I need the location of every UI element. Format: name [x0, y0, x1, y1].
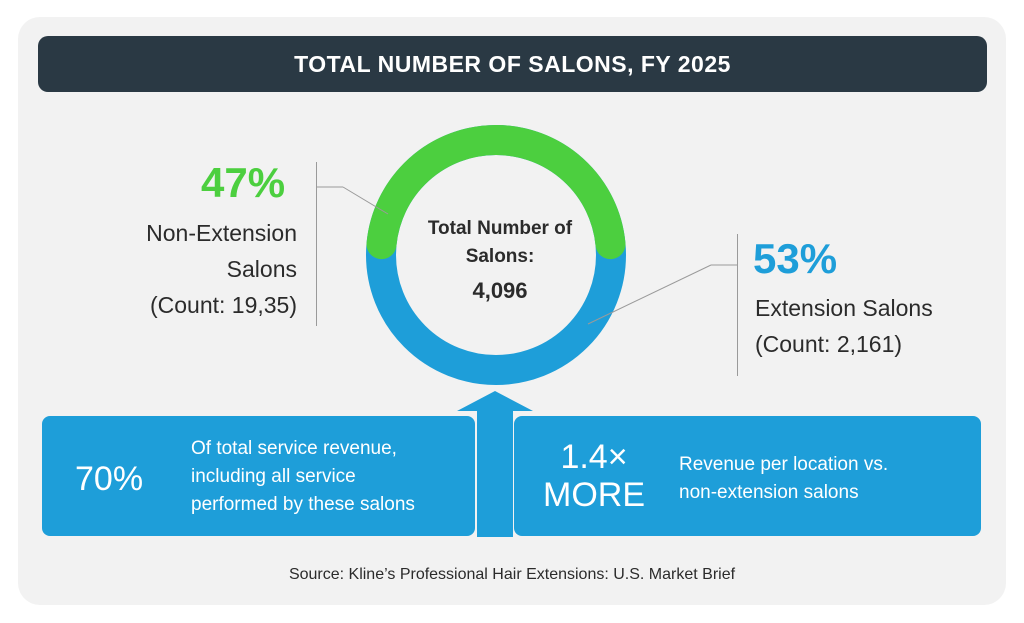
center-value: 4,096: [472, 278, 528, 303]
leader-line-non-extension-diag: [342, 186, 389, 215]
stat-multiplier-desc: Revenue per location vs. non-extension s…: [679, 451, 888, 507]
chart-title: TOTAL NUMBER OF SALONS, FY 2025: [38, 36, 987, 92]
stat-multiplier-number: 1.4×: [560, 438, 628, 476]
center-label: Total Number of Salons:: [427, 218, 573, 267]
right-divider: [737, 234, 738, 376]
stat-multiplier-word: MORE: [543, 476, 645, 514]
donut-slices: [366, 125, 626, 385]
stat-desc-line: performed by these salons: [191, 494, 415, 515]
slice-non-extension-salons: [366, 125, 626, 260]
extension-name: Extension Salons: [755, 295, 933, 321]
stat-revenue-share-desc: Of total service revenue, including all …: [191, 435, 415, 519]
stat-multiplier-value: 1.4× MORE: [539, 438, 649, 514]
left-divider: [316, 162, 317, 326]
extension-count: (Count: 2,161): [755, 331, 903, 357]
stat-box-revenue-multiplier: 1.4× MORE Revenue per location vs. non-e…: [514, 416, 981, 536]
stat-desc-line: non-extension salons: [679, 482, 859, 503]
non-extension-count: (Count: 19,35): [149, 292, 297, 318]
extension-percent: 53%: [753, 235, 838, 282]
extension-label: Extension Salons (Count: 2,161): [755, 290, 955, 362]
leader-line-extension-diag: [587, 264, 712, 325]
up-arrow: [457, 391, 533, 537]
stat-desc-line: Revenue per location vs.: [679, 454, 889, 475]
non-extension-percent: 47%: [201, 159, 286, 206]
source-note: Source: Kline’s Professional Hair Extens…: [288, 566, 736, 583]
non-extension-name: Non-Extension Salons: [146, 220, 297, 282]
stat-box-revenue-share: 70% Of total service revenue, including …: [42, 416, 475, 536]
stat-desc-line: Of total service revenue,: [191, 438, 397, 459]
stat-desc-line: including all service: [191, 466, 356, 487]
non-extension-label: Non-Extension Salons (Count: 19,35): [110, 215, 297, 323]
donut-center: Total Number of Salons: 4,096: [400, 215, 600, 305]
stat-revenue-share-value: 70%: [75, 460, 144, 498]
